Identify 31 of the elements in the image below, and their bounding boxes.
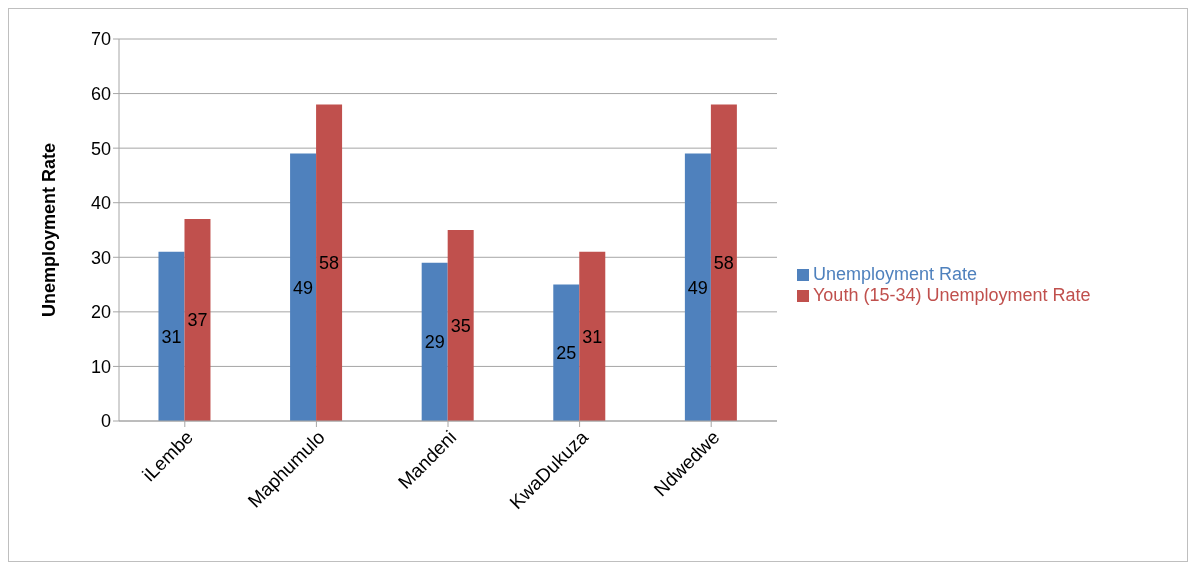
- data-label: 31: [582, 326, 603, 347]
- data-label: 58: [713, 253, 734, 274]
- data-label: 31: [161, 326, 182, 347]
- data-label: 29: [424, 332, 445, 353]
- bar: [316, 104, 343, 421]
- data-label: 58: [319, 253, 340, 274]
- data-label: 25: [556, 343, 577, 364]
- data-label: 35: [450, 315, 471, 336]
- bar: [158, 251, 185, 421]
- y-tick-label: 10: [90, 356, 111, 377]
- y-tick-label: 70: [90, 29, 111, 50]
- y-tick-label: 50: [90, 138, 111, 159]
- legend-label: Youth (15-34) Unemployment Rate: [813, 285, 1091, 305]
- y-tick-label: 30: [90, 247, 111, 268]
- bar: [447, 230, 474, 421]
- bar: [290, 153, 317, 421]
- legend-label: Unemployment Rate: [813, 264, 978, 284]
- bar: [553, 284, 580, 421]
- data-label: 49: [293, 277, 314, 298]
- y-tick-label: 0: [100, 411, 111, 432]
- y-axis-title: Unemployment Rate: [39, 142, 60, 318]
- y-tick-label: 60: [90, 83, 111, 104]
- bar: [421, 262, 448, 421]
- data-label: 49: [687, 277, 708, 298]
- y-tick-label: 40: [90, 193, 111, 214]
- data-label: 37: [187, 310, 208, 331]
- bar: [184, 219, 211, 421]
- y-tick-label: 20: [90, 302, 111, 323]
- bar: [710, 104, 737, 421]
- bar: [579, 251, 606, 421]
- bar: [684, 153, 711, 421]
